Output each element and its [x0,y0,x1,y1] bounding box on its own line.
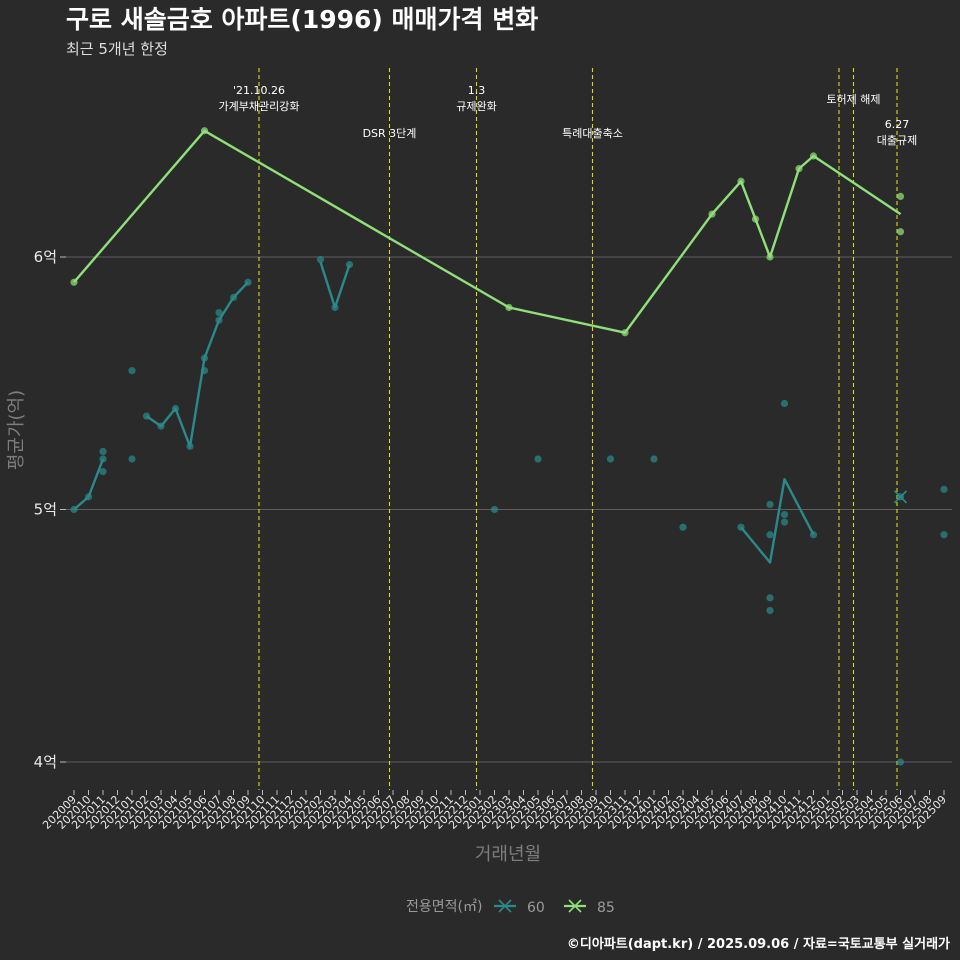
series-60-point-22 [606,455,615,463]
series-60-line-0 [73,458,105,511]
series-85-point-0 [70,278,78,286]
event-label-202506-0: 6.27 [885,118,910,131]
series-60-point-13 [215,316,223,324]
highlight-cross-b [893,490,908,504]
series-60-point-5 [128,455,136,463]
series-60-point-25 [737,523,745,531]
y-tick-label-6: 6억 [34,248,57,266]
series-60-point-17 [316,255,325,264]
series-60-point-33 [809,531,818,539]
series-60-point-0 [70,505,78,514]
event-label-202309-0: 특례대출축소 [562,127,623,140]
event-label-202207-0: DSR 3단계 [363,127,417,140]
series-85-point-3 [621,329,629,337]
series-85-line-0 [73,129,902,334]
series-60-point-36 [940,531,948,539]
series-60-point-27 [766,594,774,602]
series-60-line-3 [740,478,815,564]
series-60-point-15 [229,293,238,301]
series-60-point-29 [766,500,774,509]
series-60-point-3 [99,455,107,463]
series-85-point-2 [505,303,513,312]
series-60-point-10 [186,442,194,450]
series-60-point-26 [766,606,774,615]
series-60-point-23 [650,455,658,463]
series-60-point-19 [345,260,354,269]
legend-label-60: 60 [527,900,545,916]
series-85 [70,127,905,337]
series-60-point-37 [940,485,948,493]
series-85-point-10 [896,228,905,236]
series-60-point-34 [896,758,905,766]
series-60-point-24 [679,523,687,531]
series-layer [70,127,948,766]
chart-subtitle: 최근 5개년 한정 [66,40,168,58]
x-axis-ticks: 2020092020102020112020122021012021022021… [40,790,949,832]
x-axis-title: 거래년월 [475,844,541,865]
series-60-point-9 [171,404,180,413]
series-60-point-20 [490,505,499,514]
series-85-point-8 [795,165,803,173]
series-85-point-9 [809,152,818,160]
series-60-line-2 [319,261,351,309]
legend-label-85: 85 [597,900,615,916]
series-60-point-7 [142,412,151,420]
series-60-point-31 [780,510,789,519]
event-label-202301-1: 규제완화 [456,100,496,113]
legend: 전용면적(㎡) 60 85 [406,899,615,916]
series-60-point-2 [99,468,107,476]
series-60-point-6 [128,367,136,375]
series-60-point-14 [215,308,223,317]
chart-caption: ©디아파트(dapt.kr) / 2025.09.06 / 자료=국토교통부 실… [567,936,950,952]
series-60-point-28 [766,531,774,539]
legend-cross-b-60 [498,899,512,913]
y-tick-label-4: 4억 [34,753,57,771]
series-60-line-1 [145,281,249,448]
event-label-202110-0: '21.10.26 [233,84,285,97]
y-gridlines [66,256,952,763]
chart-title: 구로 새솔금호 아파트(1996) 매매가격 변화 [66,5,538,34]
event-label-202506-1: 대출규제 [877,134,917,147]
y-axis-ticks: 4억 5억 6억 [34,248,66,771]
series-60-point-1 [84,493,93,501]
series-85-point-1 [200,127,209,135]
event-label-202110-1: 가계부채관리강화 [219,100,300,113]
y-tick-label-5: 5억 [34,501,57,519]
series-60-point-4 [99,447,107,456]
event-label-202301-0: 1.3 [468,84,486,97]
legend-item-85: 85 [564,899,615,916]
series-60-point-12 [200,354,209,362]
series-85-point-6 [751,215,760,223]
series-85-point-4 [708,210,716,218]
event-label-202503-0: 토허제 해제 [826,92,880,106]
series-85-point-7 [766,253,774,261]
series-60-point-32 [780,399,789,408]
series-60-point-18 [331,303,339,312]
series-60-point-30 [780,518,789,526]
legend-cross-b-85 [568,899,582,913]
legend-item-60: 60 [494,899,545,916]
y-axis-title: 평균가(억) [6,390,27,470]
series-60-point-16 [244,278,252,286]
series-85-point-5 [737,177,745,185]
series-60-highlight-marker [893,490,908,504]
series-85-point-11 [896,192,905,200]
legend-title: 전용면적(㎡) [406,899,482,915]
series-60 [70,255,948,766]
series-60-point-21 [534,455,542,463]
series-60-point-8 [157,422,165,430]
series-60-point-11 [200,367,209,375]
